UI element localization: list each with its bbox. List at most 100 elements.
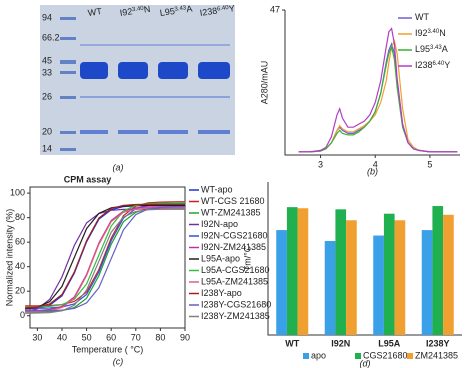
x-tick-label: 30 <box>32 332 42 342</box>
x-tick-label: 3 <box>318 159 323 169</box>
x-axis-label: Temperature ( °C) <box>72 344 144 354</box>
superscript: 3.40 <box>132 5 145 13</box>
bar <box>286 207 298 335</box>
data-line <box>25 206 186 312</box>
data-line <box>25 204 185 310</box>
legend-label: L953.43A <box>415 44 448 54</box>
legend-swatch <box>303 353 309 359</box>
legend-label: I238Y-CGS21680 <box>201 299 271 309</box>
bar <box>276 230 287 335</box>
y-axis-label: Tm/°C <box>242 245 252 271</box>
marker-label: 26 <box>42 91 52 101</box>
data-line <box>298 39 458 153</box>
x-tick-label: 40 <box>57 332 67 342</box>
legend-label: I92N-CGS21680 <box>201 230 268 240</box>
x-tick-label: 50 <box>82 332 92 342</box>
bar <box>432 206 444 335</box>
x-tick-label: 90 <box>180 332 190 342</box>
name-part: N <box>439 28 446 38</box>
legend-label: ZM241385 <box>415 350 458 360</box>
name-part: WT <box>415 12 429 22</box>
lane-label: L953.43A <box>159 4 193 18</box>
x-tick-label: 80 <box>155 332 165 342</box>
lane-label: I923.40N <box>119 4 151 18</box>
panel-label: (d) <box>360 358 371 368</box>
legend-label: I238Y-apo <box>201 288 242 298</box>
data-line <box>25 203 186 309</box>
legend-label: WT-apo <box>201 184 233 194</box>
data-line <box>25 202 185 308</box>
chart-title: CPM assay <box>64 174 112 184</box>
data-line <box>298 27 458 153</box>
y-tick-label: 47 <box>270 4 280 14</box>
panel-label: (c) <box>113 356 124 366</box>
legend-label: I92N-apo <box>201 219 238 229</box>
y-axis-label: Normalized intensity (%) <box>4 209 14 307</box>
y-tick-label: 0 <box>20 310 25 320</box>
superscript: 3.43 <box>430 45 442 51</box>
x-tick-label: 4 <box>373 159 378 169</box>
bar <box>335 209 347 335</box>
bar <box>373 235 384 335</box>
name-part: L95 <box>159 6 175 18</box>
legend-label: CGS21680 <box>363 350 408 360</box>
x-tick-label: L95A <box>378 338 401 348</box>
name-part: L95 <box>415 44 430 54</box>
name-part: Y <box>444 60 450 70</box>
y-tick-label: 100 <box>10 188 25 198</box>
panel-label: (a) <box>113 162 124 172</box>
lane-labels: WT I923.40N L953.43A I2386.40Y <box>87 4 235 19</box>
y-tick-label: 60 <box>15 237 25 247</box>
legend-label: L95A-ZM241385 <box>201 276 268 286</box>
name-part: I238 <box>199 6 218 18</box>
marker-label: 94 <box>42 12 52 22</box>
name-part: Y <box>228 4 235 15</box>
axes <box>284 10 460 156</box>
y-tick-label: 80 <box>15 212 25 222</box>
name-part: I238 <box>415 60 433 70</box>
legend-label: I92N-ZM241385 <box>201 242 266 252</box>
name-part: I92 <box>119 7 133 19</box>
marker-label: 66.2 <box>42 32 60 42</box>
legend-label: WT <box>415 12 429 22</box>
x-tick-label: 60 <box>106 332 116 342</box>
x-tick-label: 70 <box>131 332 141 342</box>
sample-bands <box>80 44 230 134</box>
bar <box>383 213 395 335</box>
plot-frame <box>29 186 186 329</box>
legend-swatch <box>355 353 361 359</box>
panel-label: (b) <box>367 166 378 176</box>
data-line <box>25 203 185 309</box>
y-tick-label: 40 <box>15 261 25 271</box>
y-tick-label: 20 <box>15 286 25 296</box>
bar <box>443 214 454 335</box>
legend-label: I923.40N <box>415 28 446 38</box>
name-part: A <box>442 44 448 54</box>
gel: 94 66.2 45 33 26 20 14 WT I923.40N L953.43… <box>40 4 236 172</box>
legend-label: L95A-CGS21680 <box>201 265 270 275</box>
x-tick-label: I238Y <box>426 338 450 348</box>
legend-label: I2386.40Y <box>415 60 450 70</box>
superscript: 3.40 <box>428 29 440 35</box>
data-line <box>25 207 186 313</box>
data-line <box>25 208 185 314</box>
x-tick-label: I92N <box>331 338 350 348</box>
marker-label: 33 <box>42 67 52 77</box>
x-tick-label: 5 <box>427 159 432 169</box>
data-line <box>25 201 186 307</box>
marker-label: 20 <box>42 126 52 136</box>
marker-label: 45 <box>42 55 52 65</box>
superscript: 6.40 <box>433 61 445 67</box>
superscript: 3.43 <box>174 5 187 13</box>
legend-swatch <box>407 353 413 359</box>
legend-label: L95A-apo <box>201 253 240 263</box>
marker-bands <box>60 17 76 151</box>
name-part: WT <box>87 6 103 18</box>
marker-label: 14 <box>42 143 52 153</box>
name-part: N <box>143 4 151 15</box>
bar <box>394 220 406 335</box>
name-part: A <box>186 4 193 15</box>
bar <box>324 241 336 335</box>
bar <box>421 230 433 335</box>
legend-label: WT-ZM241385 <box>201 207 261 217</box>
